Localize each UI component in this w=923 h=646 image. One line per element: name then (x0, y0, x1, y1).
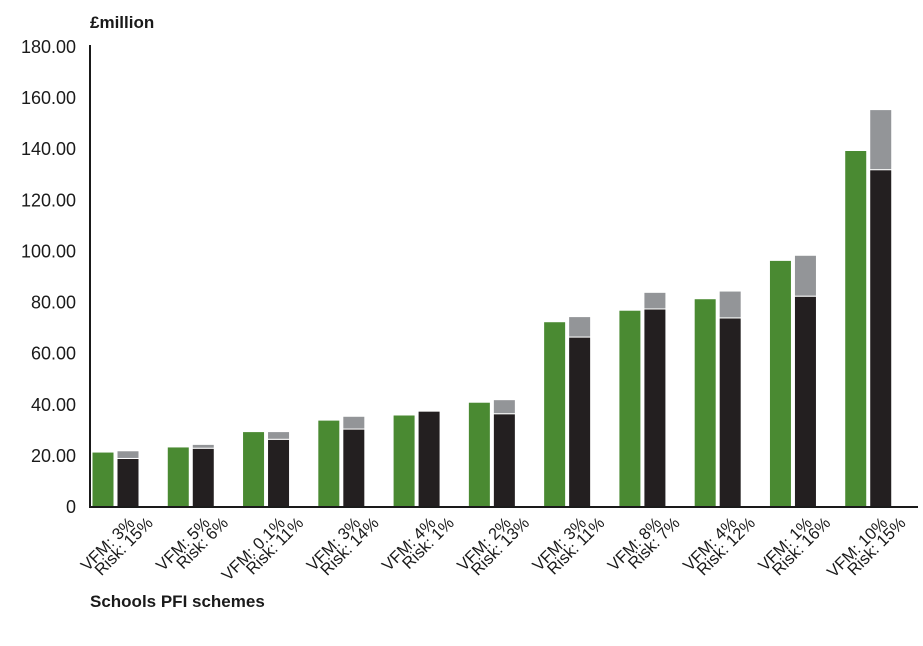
bar-green (166, 446, 190, 508)
bar-grey (342, 415, 366, 430)
bar-black (643, 308, 667, 508)
category-label: VFM: 3%Risk: 11% (529, 514, 608, 579)
category-label: VFM: 4%Risk: 12% (680, 514, 759, 579)
bar-grey (718, 290, 742, 319)
bar-green (242, 431, 266, 508)
y-tick-label: 80.00 (31, 293, 76, 313)
category-label: VFM: 3%Risk: 15% (78, 514, 157, 579)
y-tick-label: 20.00 (31, 446, 76, 466)
y-tick-label: 100.00 (21, 241, 76, 261)
bar-green (392, 414, 416, 508)
bar-green (467, 401, 491, 508)
y-tick-label: 160.00 (21, 88, 76, 108)
bars (91, 109, 893, 508)
bar-black (568, 336, 592, 508)
y-tick-label: 140.00 (21, 139, 76, 159)
y-tick-label: 180.00 (21, 37, 76, 57)
x-axis-labels: VFM: 3%Risk: 15%VFM: 5%Risk: 6%VFM: 0.1%… (78, 514, 910, 585)
bar-black (267, 438, 291, 508)
category-label: VFM: 2%Risk: 13% (454, 514, 533, 579)
bar-black (718, 317, 742, 508)
bar-green (693, 298, 717, 508)
y-axis-ticks: 0 20.00 40.00 60.00 80.00 100.00 120.00 140.00 1… (21, 37, 76, 517)
bar-grey (492, 399, 516, 415)
bar-black (492, 413, 516, 508)
bar-green (317, 419, 341, 508)
y-tick-label: 120.00 (21, 190, 76, 210)
bar-grey (643, 291, 667, 310)
category-label: VFM: 10%Risk: 15% (824, 514, 910, 581)
bar-black (417, 410, 441, 508)
x-axis-title: Schools PFI schemes (90, 592, 265, 611)
bar-grey (116, 450, 140, 459)
category-label: VFM: 4%Risk: 1% (379, 514, 458, 575)
bar-black (342, 428, 366, 508)
y-axis-title: £million (90, 13, 154, 32)
bar-black (116, 457, 140, 508)
bar-grey (869, 109, 893, 171)
bar-grey (793, 254, 817, 297)
bar-green (618, 309, 642, 508)
bar-black (793, 295, 817, 508)
bar-grey (191, 443, 215, 449)
category-label: VFM: 1%Risk: 16% (755, 514, 834, 579)
bar-green (543, 321, 567, 508)
bar-green (768, 259, 792, 508)
category-label: VFM: 0.1%Risk: 11% (218, 514, 307, 585)
bar-green (844, 150, 868, 508)
bar-grey (568, 316, 592, 338)
bar-black (191, 447, 215, 508)
y-tick-label: 0 (66, 497, 76, 517)
bar-grey (267, 431, 291, 440)
category-label: VFM: 3%Risk: 14% (303, 514, 382, 579)
category-label: VFM: 8%Risk: 7% (605, 514, 684, 575)
bar-black (869, 169, 893, 508)
y-tick-label: 60.00 (31, 344, 76, 364)
y-tick-label: 40.00 (31, 395, 76, 415)
bar-green (91, 451, 115, 508)
